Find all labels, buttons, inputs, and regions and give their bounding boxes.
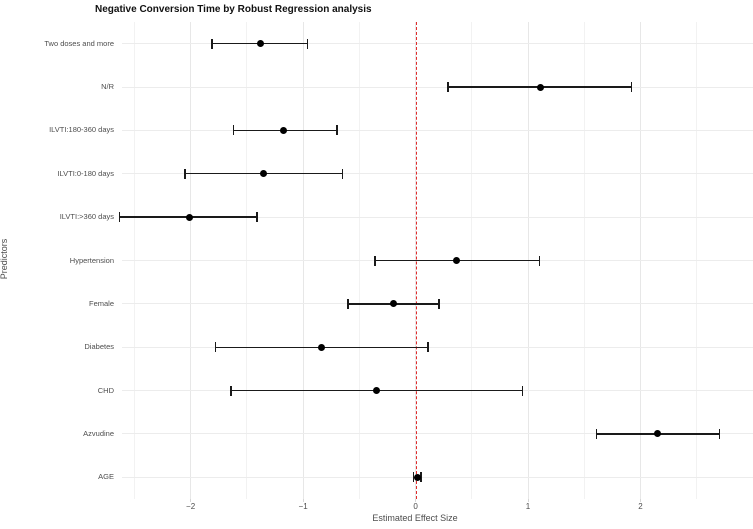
x-tick-label: −1 (298, 502, 308, 511)
estimate-point (280, 126, 288, 134)
estimate-point (185, 213, 193, 221)
ci-cap-low (119, 212, 121, 223)
estimate-point (317, 343, 325, 351)
y-tick-label: Hypertension (69, 255, 114, 265)
row-gridline (122, 86, 753, 88)
ci-cap-high (438, 298, 440, 309)
estimate-point (452, 257, 460, 264)
ci-cap-low (347, 298, 349, 309)
x-tick-label: 0 (413, 502, 418, 511)
ci-cap-high (256, 212, 258, 223)
ci-cap-low (184, 168, 186, 179)
row-gridline (122, 43, 753, 45)
ci-cap-high (521, 385, 524, 396)
estimate-point (653, 430, 661, 438)
x-tick-label: −2 (186, 502, 196, 511)
estimate-point (536, 83, 544, 91)
ci-cap-low (211, 38, 213, 49)
ci-cap-low (412, 472, 414, 483)
x-tick-label: 1 (525, 502, 531, 511)
ci-cap-high (538, 255, 540, 266)
estimate-point (372, 387, 380, 395)
y-tick-label: ILVTI:0-180 days (57, 168, 114, 178)
ci-cap-high (306, 38, 309, 49)
estimate-point (256, 40, 264, 48)
y-tick-label: N/R (101, 82, 114, 92)
ci-cap-low (232, 125, 235, 136)
ci-cap-low (447, 82, 449, 93)
ci-cap-low (230, 385, 232, 396)
y-tick-label: AGE (98, 472, 114, 482)
y-tick-label: CHD (97, 385, 114, 395)
row-gridline (122, 476, 753, 478)
y-tick-label: Female (88, 298, 114, 308)
estimate-point (389, 300, 397, 308)
row-gridline (122, 346, 753, 348)
x-tick-mark (302, 499, 304, 502)
x-tick-mark (640, 499, 642, 502)
ci-cap-high (336, 125, 338, 136)
x-axis-title: Estimated Effect Size (372, 513, 458, 523)
ci-cap-low (214, 342, 217, 353)
ci-cap-low (595, 428, 598, 439)
y-tick-label: ILVTI:>360 days (59, 212, 114, 222)
x-tick-label: 2 (638, 502, 643, 511)
row-gridline (122, 129, 753, 131)
y-tick-label: Diabetes (84, 342, 114, 352)
chart-title: Negative Conversion Time by Robust Regre… (95, 4, 372, 15)
ci-cap-low (374, 255, 376, 266)
x-tick-mark (527, 499, 529, 502)
y-tick-label: ILVTI:180-360 days (49, 125, 114, 135)
y-tick-label: Two doses and more (44, 38, 114, 48)
row-gridline (122, 216, 753, 218)
ci-cap-high (718, 428, 720, 439)
ci-cap-high (630, 82, 633, 93)
ci-cap-high (341, 168, 344, 179)
row-gridline (122, 173, 753, 175)
ci-cap-high (420, 472, 422, 483)
x-tick-mark (190, 499, 192, 502)
estimate-point (260, 170, 268, 178)
ci-cap-high (427, 342, 429, 353)
row-gridline (122, 433, 753, 435)
y-tick-label: Azvudine (83, 428, 114, 438)
plot-panel (119, 22, 753, 499)
estimate-point (414, 473, 422, 481)
x-tick-mark (415, 499, 417, 502)
